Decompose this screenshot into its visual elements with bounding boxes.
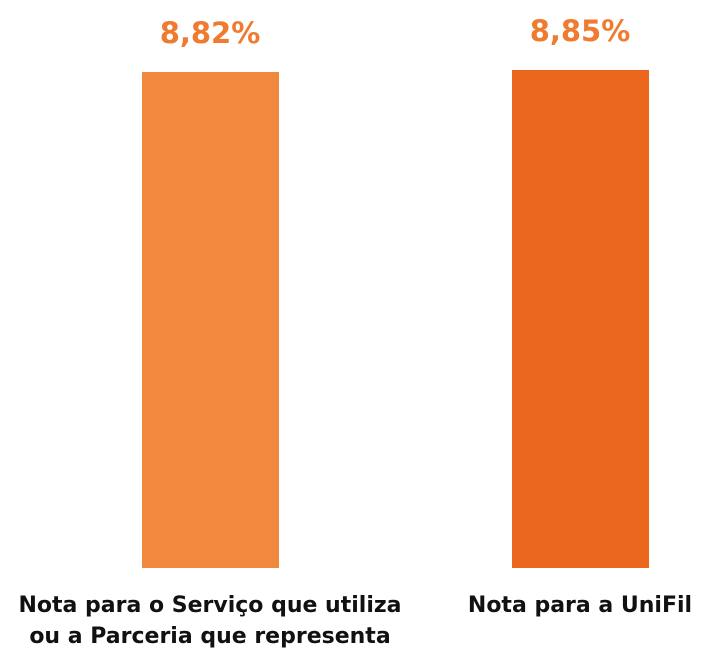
bar [141,71,279,568]
value-label: 8,82% [159,15,261,50]
category-label: Nota para o Serviço que utiliza ou a Par… [18,593,402,649]
category-label: Nota para a UniFil [467,593,693,618]
bar [511,70,649,568]
value-label: 8,85% [529,14,631,48]
